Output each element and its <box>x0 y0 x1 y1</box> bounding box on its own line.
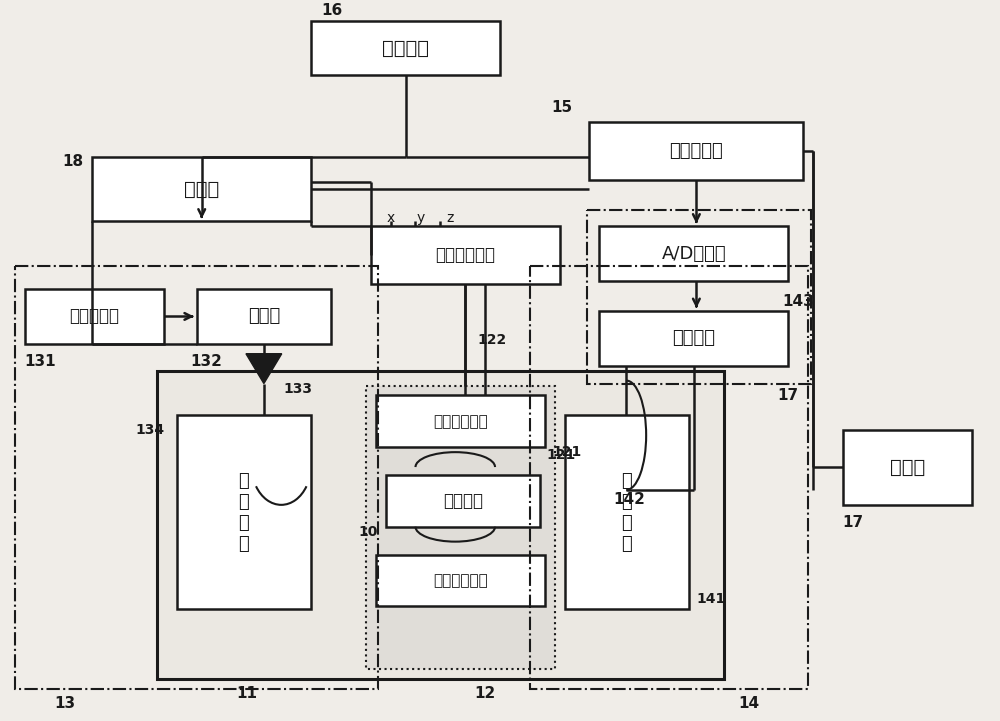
Text: 16: 16 <box>321 3 342 18</box>
Bar <box>197 289 331 344</box>
Text: 10: 10 <box>358 525 377 539</box>
Text: 11: 11 <box>236 686 257 702</box>
Text: 142: 142 <box>613 492 645 508</box>
Bar <box>25 289 164 344</box>
Bar <box>177 415 311 609</box>
Text: 141: 141 <box>697 593 726 606</box>
Bar <box>371 226 560 284</box>
Text: 15: 15 <box>551 99 572 115</box>
Text: x: x <box>387 211 395 226</box>
Polygon shape <box>246 354 282 384</box>
Text: A/D变换器: A/D变换器 <box>662 245 726 262</box>
Text: 倾斜磁场电源: 倾斜磁场电源 <box>435 247 495 265</box>
Text: 17: 17 <box>777 388 798 403</box>
Text: 照
射
线
圈: 照 射 线 圈 <box>239 472 249 552</box>
Text: 被检测体: 被检测体 <box>443 492 483 510</box>
Bar <box>92 157 311 221</box>
Bar <box>843 430 972 505</box>
Bar <box>376 554 545 606</box>
Bar <box>386 475 540 527</box>
Bar <box>565 415 689 609</box>
Text: 倾斜磁场线圈: 倾斜磁场线圈 <box>433 573 488 588</box>
Text: y: y <box>416 211 425 226</box>
Text: 121: 121 <box>553 445 582 459</box>
Text: 接收电路: 接收电路 <box>672 329 715 348</box>
Text: 接
收
线
圈: 接 收 线 圈 <box>621 472 632 552</box>
Text: 定序器: 定序器 <box>184 180 219 199</box>
Bar <box>587 210 811 384</box>
Text: 调制器: 调制器 <box>248 307 280 325</box>
Text: 132: 132 <box>191 354 223 369</box>
Text: z: z <box>447 211 454 226</box>
Bar <box>599 311 788 366</box>
Text: 重构运算部: 重构运算部 <box>669 142 723 160</box>
Text: 134: 134 <box>136 423 165 437</box>
Bar <box>376 396 545 447</box>
Text: 133: 133 <box>284 381 313 396</box>
Bar <box>15 266 378 689</box>
Bar <box>366 386 555 669</box>
Text: 18: 18 <box>62 154 83 169</box>
Text: 12: 12 <box>474 686 496 702</box>
Bar <box>311 21 500 75</box>
Text: 14: 14 <box>738 696 759 711</box>
Bar <box>530 266 808 689</box>
Text: 122: 122 <box>477 333 506 347</box>
Bar <box>589 122 803 180</box>
Text: 显示器: 显示器 <box>890 458 925 477</box>
Text: 13: 13 <box>54 696 75 711</box>
Text: 倾斜磁场线圈: 倾斜磁场线圈 <box>433 414 488 429</box>
Text: 控制系统: 控制系统 <box>382 38 429 58</box>
Text: 121: 121 <box>547 448 576 462</box>
Bar <box>157 371 724 679</box>
Text: 高频振荡器: 高频振荡器 <box>69 307 119 325</box>
Bar <box>599 226 788 281</box>
Text: 143: 143 <box>782 293 814 309</box>
Text: 131: 131 <box>24 354 55 369</box>
Text: 17: 17 <box>842 516 864 530</box>
